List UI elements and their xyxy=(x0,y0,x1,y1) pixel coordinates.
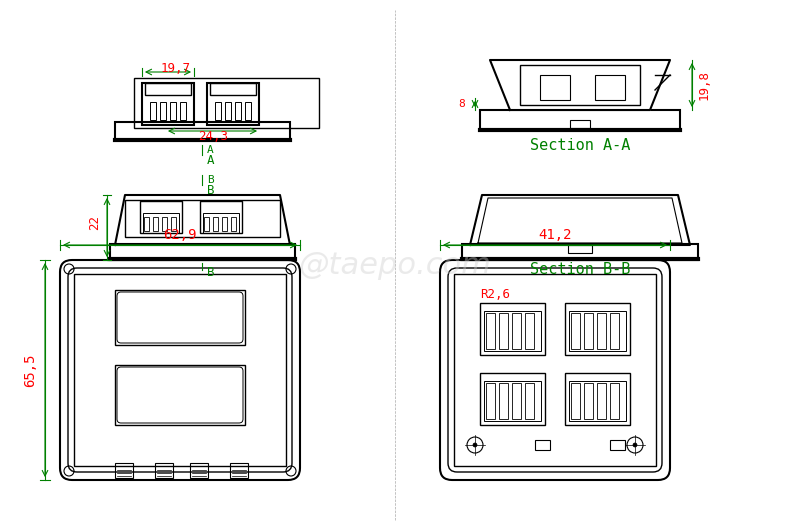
Bar xyxy=(110,244,295,260)
Bar xyxy=(160,102,166,120)
Bar xyxy=(520,65,640,105)
Bar xyxy=(597,383,606,419)
Bar xyxy=(486,383,495,419)
Bar xyxy=(499,383,508,419)
Bar xyxy=(484,381,541,421)
Polygon shape xyxy=(470,195,690,245)
Bar xyxy=(125,200,280,237)
Bar xyxy=(203,213,239,233)
Bar xyxy=(235,102,241,120)
Text: @taepo.com: @taepo.com xyxy=(299,251,491,279)
Bar xyxy=(512,313,521,349)
Text: R2,6: R2,6 xyxy=(480,288,510,302)
Circle shape xyxy=(633,443,637,447)
Bar xyxy=(571,313,580,349)
Bar xyxy=(145,83,191,95)
Bar xyxy=(584,313,593,349)
Polygon shape xyxy=(115,195,290,245)
Text: 8: 8 xyxy=(459,99,465,109)
Text: A: A xyxy=(207,154,215,166)
Bar xyxy=(171,217,176,231)
Text: 24,3: 24,3 xyxy=(198,129,228,143)
Bar xyxy=(143,213,179,233)
Bar xyxy=(222,217,227,231)
Text: 41,2: 41,2 xyxy=(538,228,572,242)
Bar xyxy=(610,440,625,450)
Bar xyxy=(115,365,245,425)
Bar xyxy=(499,313,508,349)
Bar xyxy=(134,78,319,128)
Text: B: B xyxy=(207,183,215,197)
Bar xyxy=(190,463,208,478)
Bar xyxy=(200,201,242,233)
Bar xyxy=(115,122,290,140)
Bar xyxy=(535,440,550,450)
Bar xyxy=(204,217,209,231)
Bar xyxy=(155,463,173,478)
Bar xyxy=(150,102,156,120)
Bar xyxy=(215,102,221,120)
Bar xyxy=(565,303,630,355)
Bar xyxy=(230,463,248,478)
Text: B: B xyxy=(207,267,215,279)
Polygon shape xyxy=(490,60,670,110)
Bar xyxy=(207,83,259,125)
Bar xyxy=(597,313,606,349)
Bar xyxy=(480,373,545,425)
Bar xyxy=(115,463,133,478)
Bar xyxy=(225,102,231,120)
Bar xyxy=(565,373,630,425)
Bar xyxy=(462,244,698,260)
Bar xyxy=(170,102,176,120)
Bar xyxy=(610,313,619,349)
Bar xyxy=(210,83,256,95)
Bar xyxy=(140,201,182,233)
Bar xyxy=(213,217,218,231)
Bar xyxy=(115,290,245,345)
Bar xyxy=(525,383,534,419)
Bar xyxy=(571,383,580,419)
Bar xyxy=(525,313,534,349)
Bar xyxy=(142,83,194,125)
Bar xyxy=(486,313,495,349)
Text: B: B xyxy=(207,175,214,185)
Bar xyxy=(74,274,286,466)
Bar xyxy=(484,311,541,351)
Text: 19,8: 19,8 xyxy=(698,70,710,100)
Bar xyxy=(480,303,545,355)
Bar xyxy=(153,217,158,231)
Bar xyxy=(454,274,656,466)
Text: 65,5: 65,5 xyxy=(23,354,37,387)
Bar xyxy=(569,311,626,351)
Text: Section A-A: Section A-A xyxy=(530,137,630,153)
Text: 19,7: 19,7 xyxy=(161,61,191,75)
Bar xyxy=(595,75,625,100)
Bar xyxy=(584,383,593,419)
Text: Section B-B: Section B-B xyxy=(530,262,630,278)
Bar xyxy=(570,120,590,128)
Bar xyxy=(180,102,186,120)
Bar xyxy=(245,102,251,120)
Bar xyxy=(610,383,619,419)
Bar xyxy=(231,217,236,231)
Text: A: A xyxy=(207,145,214,155)
Text: 62,9: 62,9 xyxy=(164,228,197,242)
Bar xyxy=(480,110,680,130)
Bar xyxy=(144,217,149,231)
Circle shape xyxy=(473,443,477,447)
Bar xyxy=(512,383,521,419)
Bar xyxy=(162,217,167,231)
Bar xyxy=(568,245,592,253)
Bar xyxy=(569,381,626,421)
Bar xyxy=(540,75,570,100)
Text: 22: 22 xyxy=(88,216,101,231)
